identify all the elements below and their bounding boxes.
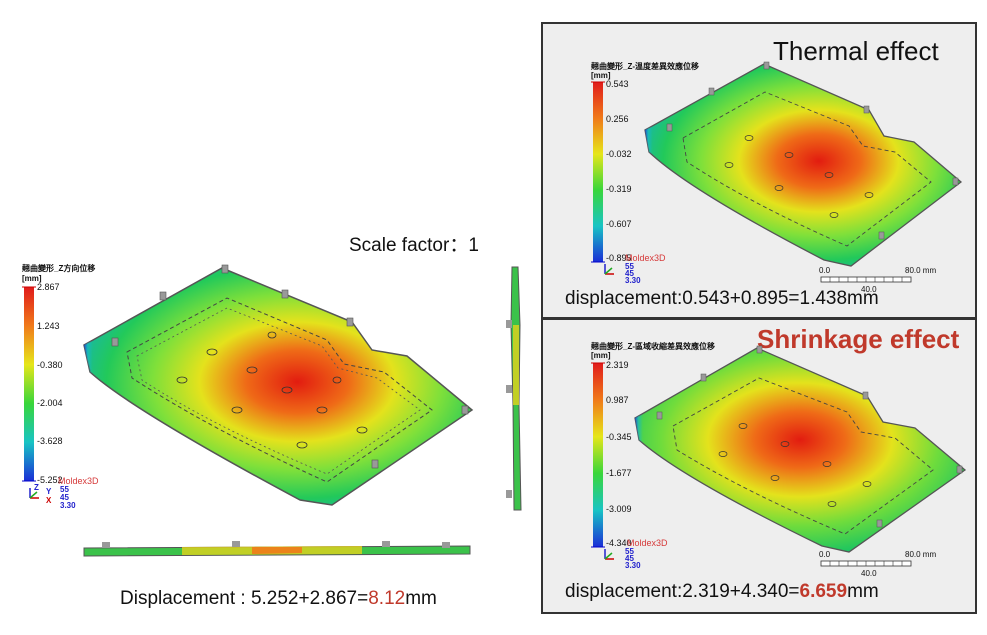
left-tick-1: 2.867 — [37, 282, 60, 292]
left-tick-2: 1.243 — [37, 321, 60, 331]
left-displacement-caption: Displacement : 5.252+2.867=8.12mm — [120, 588, 437, 609]
left-axis-z: Z — [34, 483, 39, 492]
thermal-tick-2: 0.256 — [606, 114, 629, 124]
shrinkage-scale-bar — [820, 560, 912, 567]
left-warpage-plot — [83, 264, 474, 506]
thermal-brand-logo: Moldex3D — [625, 253, 666, 263]
left-brand-logo: Moldex3D — [58, 476, 99, 486]
shrinkage-tick-4: -1.677 — [606, 468, 632, 478]
left-bottom-view — [83, 541, 471, 557]
left-view-2: 45 — [60, 493, 69, 502]
left-tick-4: -2.004 — [37, 398, 63, 408]
thermal-tick-5: -0.607 — [606, 219, 632, 229]
thermal-axis-triad-icon — [604, 264, 614, 275]
thermal-scale-bar — [820, 276, 912, 283]
left-axis-y: Y — [46, 487, 52, 496]
shrinkage-color-legend — [591, 362, 605, 548]
thermal-scale-mid: 40.0 — [861, 285, 877, 294]
thermal-heading: Thermal effect — [773, 36, 939, 66]
left-view-3: 3.30 — [60, 501, 76, 510]
shrinkage-view-2: 45 — [625, 554, 634, 563]
shrinkage-heading: Shrinkage effect — [757, 324, 960, 354]
thermal-view-1: 55 — [625, 262, 634, 271]
shrinkage-legend-title: 翹曲變形_Z-區域收縮差異效應位移 — [591, 342, 715, 351]
thermal-tick-6: -0.895 — [606, 253, 632, 263]
thermal-warpage-plot — [644, 61, 963, 267]
left-tick-5: -3.628 — [37, 436, 63, 446]
shrinkage-tick-2: 0.987 — [606, 395, 629, 405]
left-view-1: 55 — [60, 485, 69, 494]
thermal-tick-4: -0.319 — [606, 184, 632, 194]
left-color-legend — [22, 286, 36, 482]
left-axis-triad-icon — [29, 488, 39, 499]
shrinkage-tick-1: 2.319 — [606, 360, 629, 370]
thermal-legend-title: 翹曲變形_Z-溫度差異效應位移 — [591, 62, 699, 71]
shrinkage-tick-5: -3.009 — [606, 504, 632, 514]
left-legend-title: 翹曲變形_Z方向位移 — [22, 264, 96, 273]
thermal-tick-3: -0.032 — [606, 149, 632, 159]
shrinkage-scale-mid: 40.0 — [861, 569, 877, 578]
left-tick-3: -0.380 — [37, 360, 63, 370]
thermal-tick-1: 0.543 — [606, 79, 629, 89]
left-tick-6: -5.252 — [37, 475, 63, 485]
left-side-view — [506, 266, 522, 511]
shrinkage-displacement-caption: displacement:2.319+4.340=6.659mm — [565, 581, 879, 602]
shrinkage-effect-panel: Shrinkage effect 翹曲變形_Z-區域收縮差異效應位移 [mm] … — [541, 318, 977, 614]
shrinkage-scale-start: 0.0 — [819, 550, 831, 559]
scale-factor-label: Scale factor：1 — [349, 235, 479, 256]
shrinkage-view-3: 3.30 — [625, 561, 641, 570]
thermal-legend-unit: [mm] — [591, 71, 611, 80]
shrinkage-axis-triad-icon — [604, 549, 614, 560]
thermal-effect-panel: Thermal effect 翹曲變形_Z-溫度差異效應位移 [mm] 0.54… — [541, 22, 977, 319]
shrinkage-legend-unit: [mm] — [591, 351, 611, 360]
shrinkage-scale-end: 80.0 mm — [905, 550, 937, 559]
thermal-scale-start: 0.0 — [819, 266, 831, 275]
left-legend-unit: [mm] — [22, 274, 42, 283]
thermal-displacement-caption: displacement:0.543+0.895=1.438mm — [565, 288, 879, 309]
thermal-view-3: 3.30 — [625, 276, 641, 285]
shrinkage-tick-3: -0.345 — [606, 432, 632, 442]
shrinkage-warpage-plot — [634, 345, 967, 553]
shrinkage-brand-logo: Moldex3D — [627, 538, 668, 548]
thermal-scale-end: 80.0 mm — [905, 266, 937, 275]
thermal-color-legend — [591, 81, 605, 263]
shrinkage-view-1: 55 — [625, 547, 634, 556]
left-axis-x: X — [46, 496, 52, 505]
thermal-view-2: 45 — [625, 269, 634, 278]
shrinkage-tick-6: -4.340 — [606, 538, 632, 548]
